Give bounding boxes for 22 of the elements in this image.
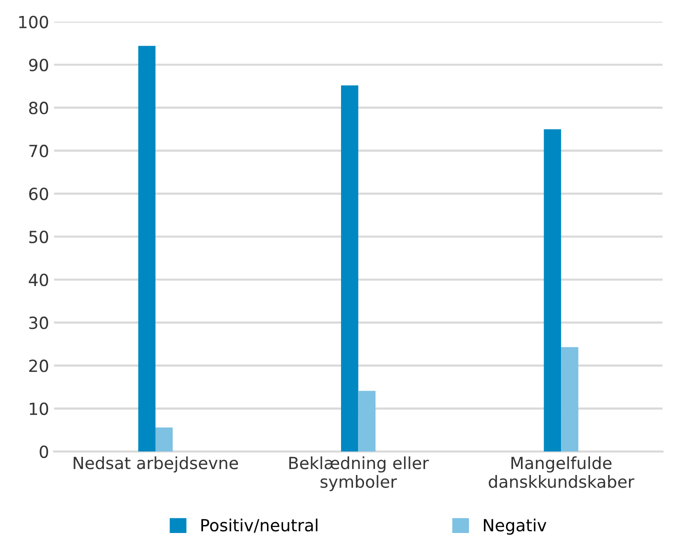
y-tick-label: 40 xyxy=(28,274,48,286)
y-tick-label: 30 xyxy=(29,316,48,330)
y-tick-label: 0 xyxy=(40,445,48,458)
y-tick-label: 100 xyxy=(19,16,48,28)
y-tick-label: 80 xyxy=(29,102,48,114)
x-tick-label: Nedsat arbejdsevne xyxy=(74,456,238,473)
y-tick-label: 70 xyxy=(29,144,48,158)
x-tick-label: Beklædning eller symboler xyxy=(289,456,429,492)
bar xyxy=(155,427,173,452)
legend-label: Positiv/neutral xyxy=(201,518,318,533)
bar xyxy=(561,347,578,452)
y-tick-label: 60 xyxy=(29,188,48,200)
bar xyxy=(544,129,562,452)
y-tick-label: 10 xyxy=(30,402,48,416)
bar xyxy=(341,85,358,452)
legend-label: Negativ xyxy=(484,518,546,535)
y-tick-label: 90 xyxy=(29,58,48,72)
bar xyxy=(138,46,156,452)
bar xyxy=(358,390,376,452)
y-tick-label: 50 xyxy=(29,230,48,244)
y-tick-label: 20 xyxy=(29,360,48,372)
x-tick-label: Mangelfulde danskkundskaber xyxy=(488,456,634,488)
